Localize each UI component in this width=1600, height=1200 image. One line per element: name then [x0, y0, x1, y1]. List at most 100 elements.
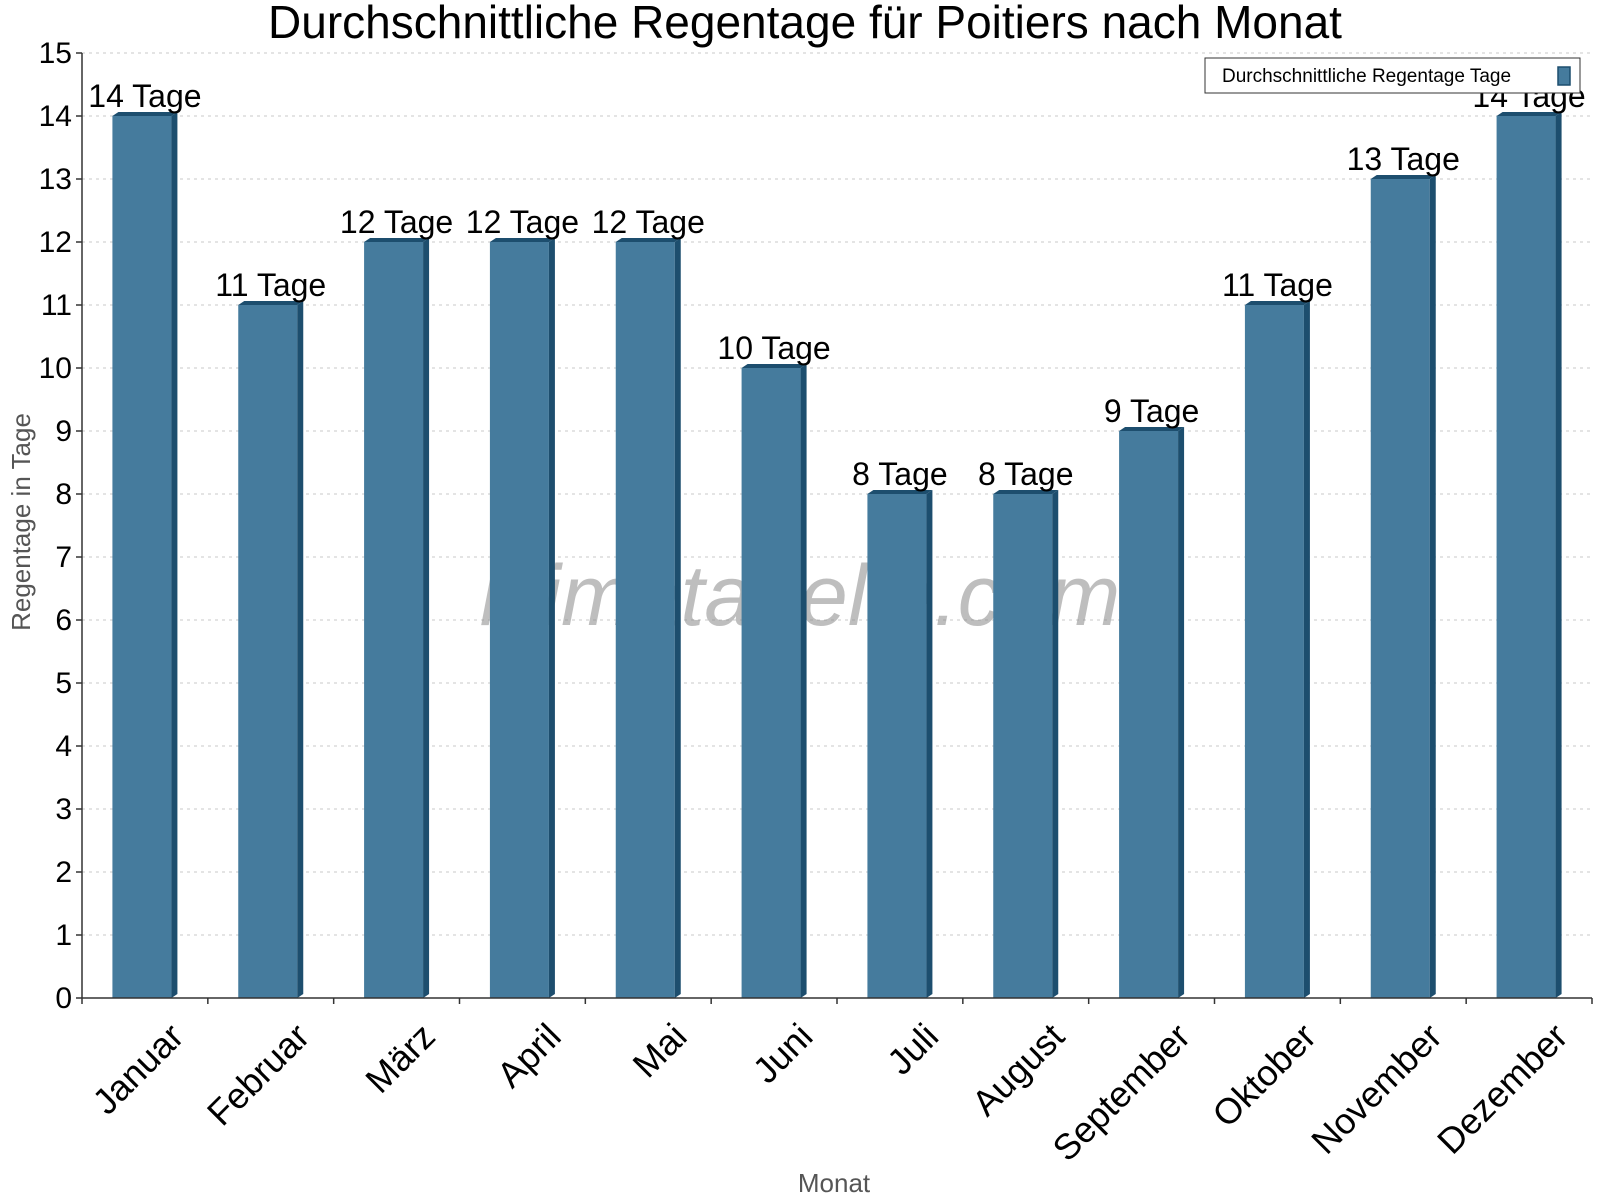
bar [867, 490, 933, 998]
x-tick-labels: Januar Februar März April Mai Juni Juli AugustS… [84, 1015, 1575, 1169]
bar-front [741, 368, 801, 998]
legend-label: Durchschnittliche Regentage Tage [1222, 66, 1511, 87]
data-label: 8 Tage [978, 456, 1074, 492]
bar-side [1555, 112, 1562, 998]
x-tick-label: Mai [625, 1015, 695, 1085]
bar [489, 238, 555, 998]
bar-front [112, 116, 172, 998]
bar-front [615, 242, 675, 998]
x-tick-label: Oktober [1204, 1015, 1324, 1135]
bar-side [1178, 427, 1185, 998]
bar [1119, 427, 1185, 998]
y-tick-label: 12 [39, 226, 72, 259]
bar-side [1429, 175, 1436, 998]
y-tick-label: 1 [55, 919, 72, 952]
x-tick-label: Januar [84, 1015, 191, 1122]
y-tick-label: 14 [39, 100, 72, 133]
data-label: 11 Tage [215, 267, 326, 303]
bar-top [1119, 427, 1185, 431]
bar-front [1244, 305, 1304, 998]
y-tick-label: 13 [39, 163, 72, 196]
bar [238, 301, 304, 998]
bar [1496, 112, 1562, 998]
bar-side [423, 238, 430, 998]
bar-side [548, 238, 555, 998]
bar-front [1496, 116, 1556, 998]
grid-lines [82, 52, 1592, 936]
data-label: 8 Tage [852, 456, 948, 492]
bar-front [489, 242, 549, 998]
bar-top [112, 112, 178, 116]
data-label: 12 Tage [340, 204, 453, 240]
y-tick-label: 9 [55, 415, 72, 448]
bar-side [674, 238, 681, 998]
x-axis-title: Monat [798, 1168, 871, 1198]
x-tick-label: Dezember [1429, 1015, 1575, 1161]
bar-side [171, 112, 178, 998]
bar-top [1496, 112, 1562, 116]
bar [112, 112, 178, 998]
x-tick-label: August [964, 1015, 1072, 1123]
bar-top [364, 238, 430, 242]
data-label: 9 Tage [1104, 393, 1200, 429]
data-labels: 14 Tage 11 Tage 12 Tage 12 Tage 12 Tage 10 Ta… [88, 78, 1585, 492]
legend-box [1204, 57, 1581, 94]
y-tick-label: 6 [55, 604, 72, 637]
axes [76, 52, 1593, 1004]
y-tick-label: 8 [55, 478, 72, 511]
bar-top [1370, 175, 1436, 179]
y-tick-label: 0 [55, 982, 72, 1015]
x-tick-label: September [1044, 1015, 1198, 1169]
bar-front [364, 242, 424, 998]
bar-top [238, 301, 304, 305]
data-label: 14 Tage [88, 78, 201, 114]
legend: Durchschnittliche Regentage Tage [1204, 57, 1581, 94]
bar-front [993, 494, 1053, 998]
x-tick-label: Juni [745, 1015, 821, 1091]
bar-side [1052, 490, 1059, 998]
bar-side [926, 490, 933, 998]
data-label: 11 Tage [1222, 267, 1333, 303]
y-tick-label: 10 [39, 352, 72, 385]
y-tick-label: 4 [55, 730, 72, 763]
x-tick-label: Juli [879, 1015, 946, 1082]
bar-side [800, 364, 807, 998]
y-tick-label: 3 [55, 793, 72, 826]
y-tick-label: 11 [41, 289, 72, 322]
bar-top [1244, 301, 1310, 305]
bar-front [238, 305, 298, 998]
bar [741, 364, 807, 998]
bar-top [867, 490, 933, 494]
legend-swatch [1557, 66, 1571, 86]
bar [615, 238, 681, 998]
bar [364, 238, 430, 998]
bar-top [993, 490, 1059, 494]
bar [993, 490, 1059, 998]
data-label: 12 Tage [592, 204, 705, 240]
x-tick-label: Februar [199, 1015, 317, 1133]
bar-top [741, 364, 807, 368]
bar-front [867, 494, 927, 998]
data-label: 12 Tage [466, 204, 579, 240]
bar [1244, 301, 1310, 998]
y-axis-title: Regentage in Tage [6, 413, 36, 631]
y-tick-label: 15 [39, 37, 72, 70]
bar-side [297, 301, 304, 998]
bar-top [615, 238, 681, 242]
chart-title: Durchschnittliche Regentage für Poitiers… [268, 0, 1342, 48]
x-tick-label: November [1303, 1015, 1449, 1161]
bar-front [1119, 431, 1179, 998]
x-tick-label: März [357, 1015, 443, 1101]
bar-side [1303, 301, 1310, 998]
y-tick-label: 7 [55, 541, 72, 574]
x-tick-label: April [489, 1015, 569, 1095]
bar-front [1370, 179, 1430, 998]
bar-top [489, 238, 555, 242]
bar [1370, 175, 1436, 998]
y-tick-label: 2 [55, 856, 72, 889]
data-label: 13 Tage [1347, 141, 1460, 177]
data-label: 10 Tage [717, 330, 830, 366]
y-tick-label: 5 [55, 667, 72, 700]
